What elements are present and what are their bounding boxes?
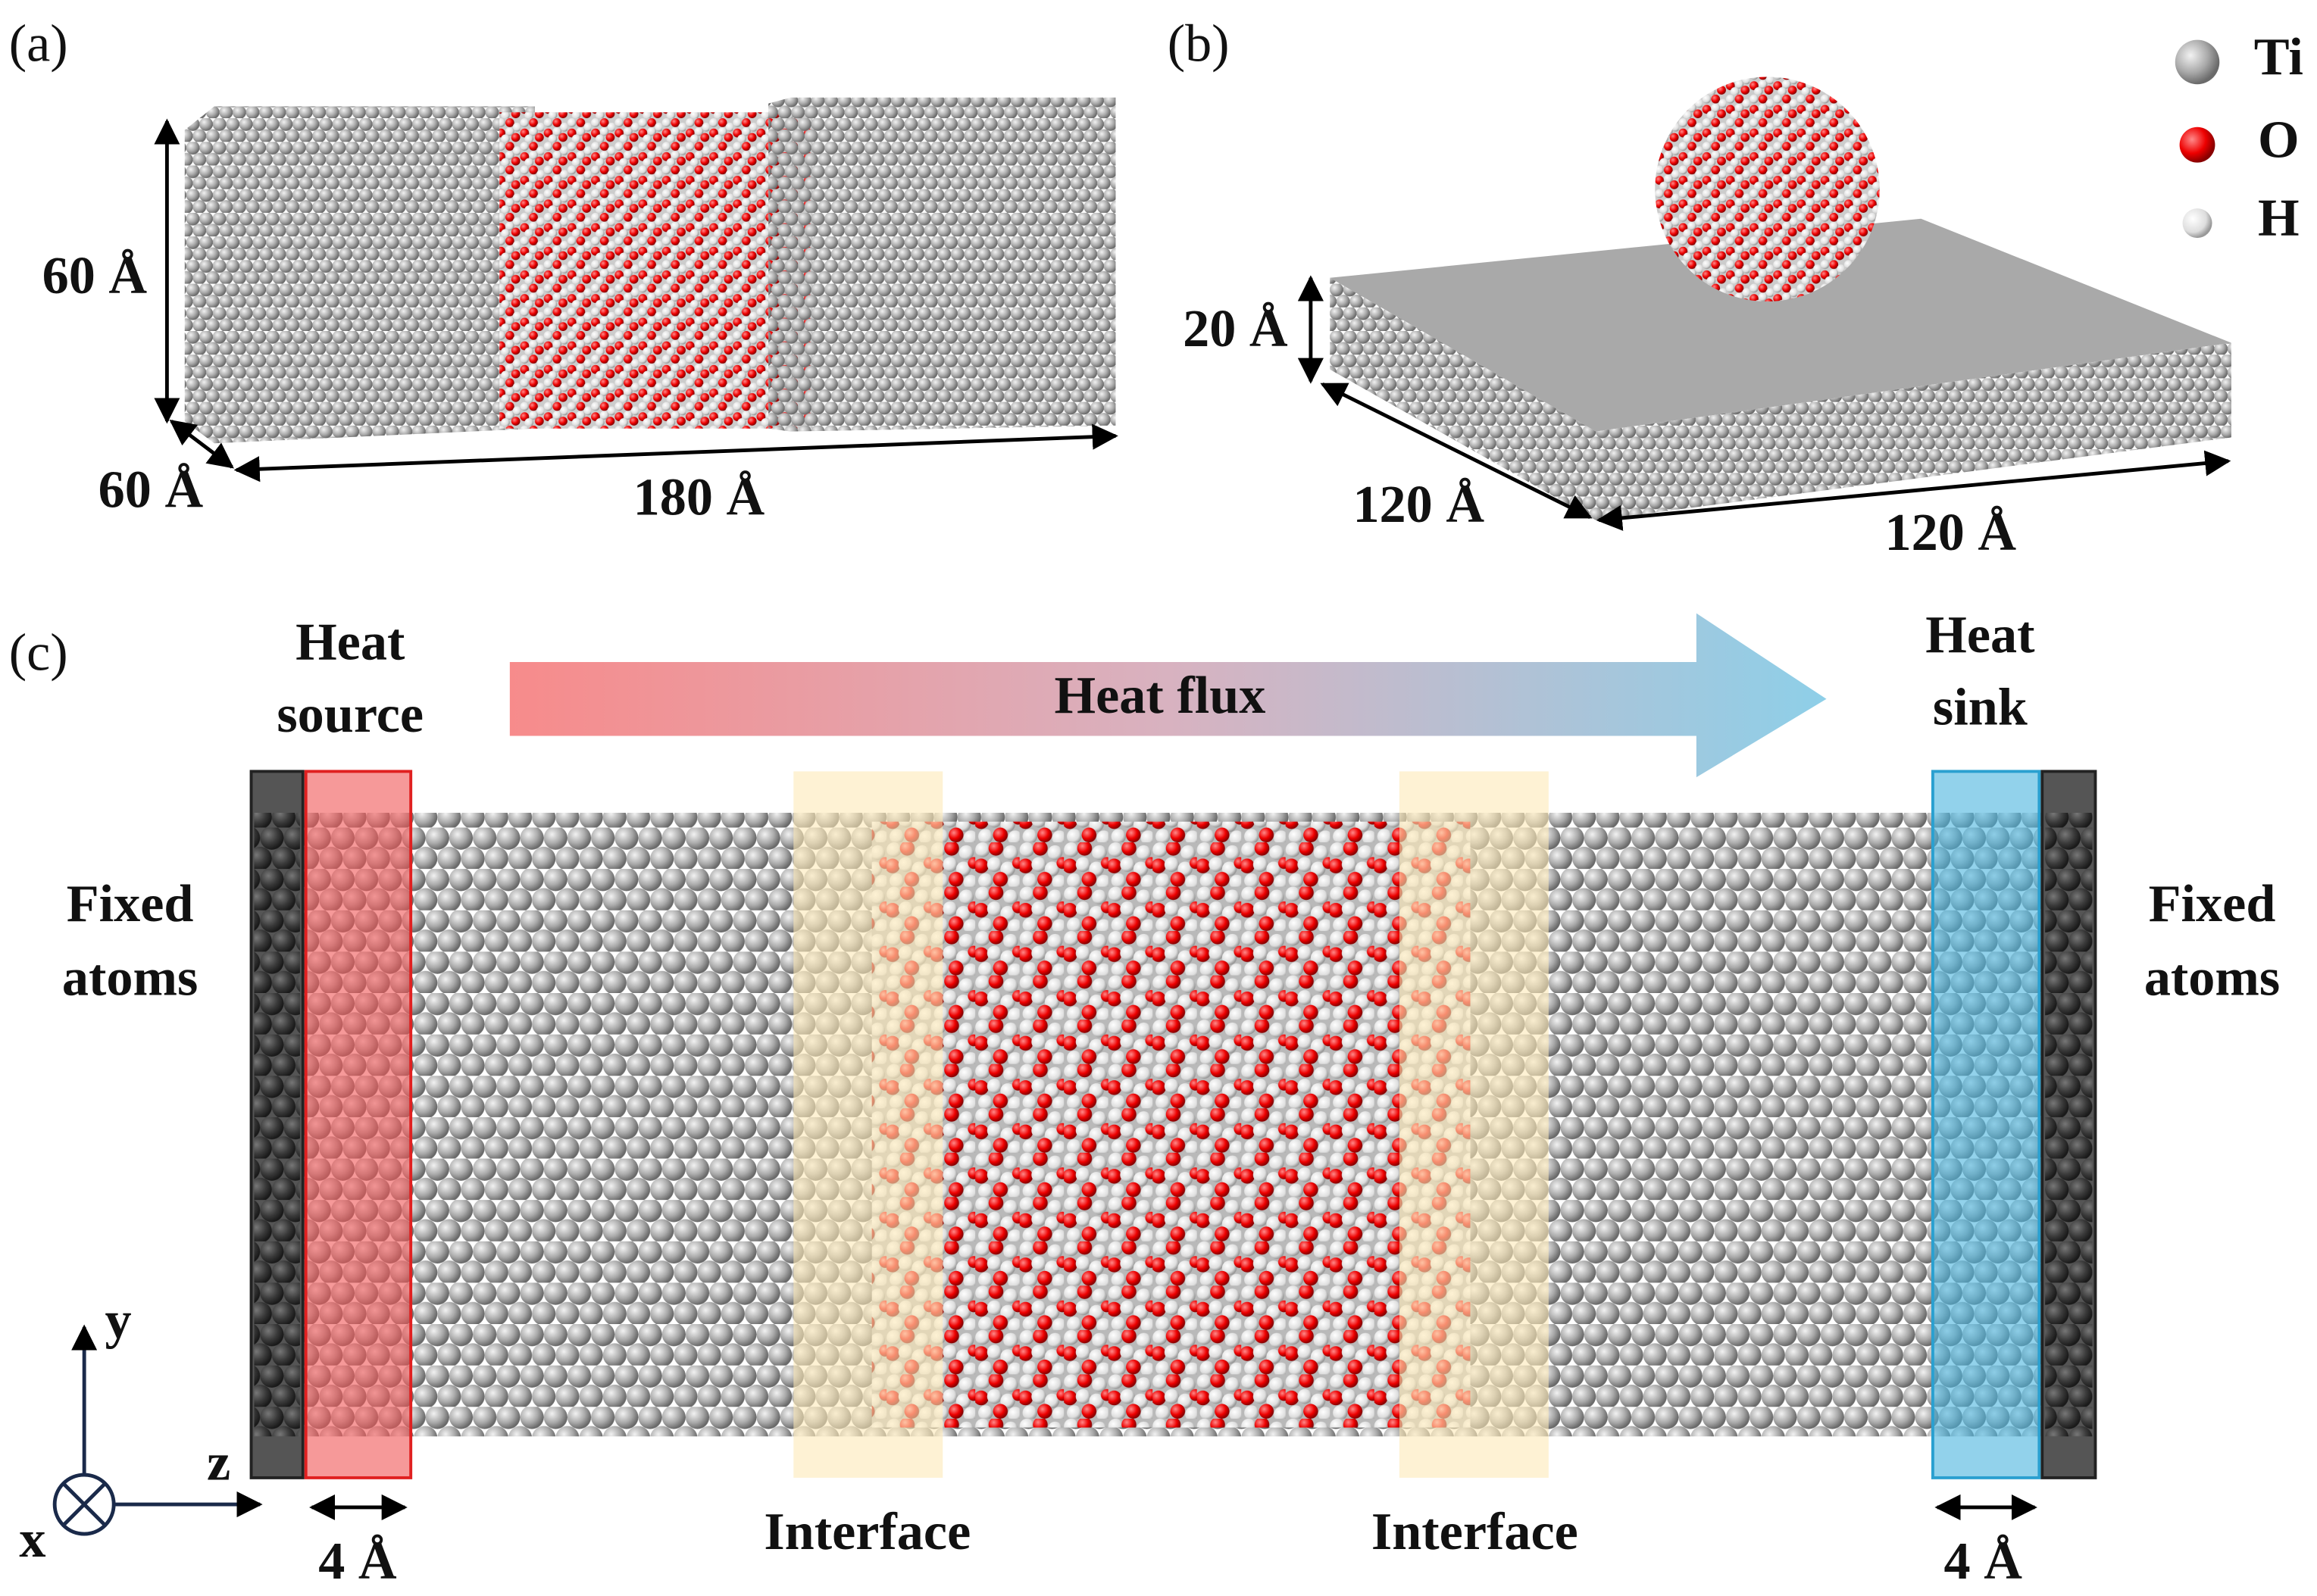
legend-label: O [2258, 110, 2300, 169]
heat-sink-region [1931, 770, 2041, 1479]
heat-sink-label: Heat [1925, 605, 2035, 664]
fixed-atoms [2045, 813, 2093, 1437]
legend-h [2182, 208, 2212, 239]
legend-ti [2175, 39, 2220, 85]
heat-flux-label: Heat flux [1055, 666, 1266, 725]
fixed-atoms-label: atoms [2144, 948, 2280, 1007]
interface-region [793, 771, 943, 1478]
box-a [184, 97, 1116, 444]
heat-sink-label: sink [1933, 677, 2028, 736]
axis-label: y [105, 1291, 131, 1350]
dimension-label: 120 Å [1885, 503, 2017, 562]
axis-label: z [207, 1432, 230, 1491]
interface-region [1399, 771, 1549, 1478]
panel-label: (c) [9, 623, 68, 682]
heat-source-label: Heat [295, 613, 405, 672]
dimension-label: 180 Å [633, 467, 765, 526]
water-region [499, 112, 813, 429]
fixed-atoms-label: Fixed [2149, 874, 2276, 933]
heat-flux-arrow [509, 613, 1827, 778]
fixed-atoms-label: atoms [62, 948, 198, 1007]
dimension-label: 60 Å [42, 246, 148, 305]
heat-source-label: source [277, 685, 424, 744]
dimension-arrow [1596, 450, 2231, 531]
legend-o [2179, 126, 2215, 163]
panel-label: (b) [1168, 14, 1230, 73]
x-axis-cross [62, 1482, 107, 1527]
interface-label: Interface [764, 1502, 971, 1561]
heat-source-region [304, 770, 413, 1479]
interface-label: Interface [1371, 1502, 1578, 1561]
dimension-arrow [1320, 383, 1593, 520]
legend-label: Ti [2254, 27, 2303, 86]
dimension-arrow [169, 419, 234, 469]
panel-label: (a) [9, 14, 68, 73]
dimension-label: 120 Å [1352, 475, 1484, 534]
axis-label: x [19, 1510, 45, 1569]
ti-block [184, 106, 535, 444]
width-label: 4 Å [318, 1532, 397, 1591]
fixed-atoms [254, 813, 300, 1437]
water-droplet [1655, 77, 1880, 301]
width-label: 4 Å [1944, 1532, 2023, 1591]
axes: y z x [19, 1291, 263, 1569]
ti-block [768, 97, 1116, 432]
legend-label: H [2258, 189, 2300, 248]
slab-top [1330, 218, 2231, 432]
water-region [871, 821, 1471, 1428]
dimension-label: 60 Å [98, 461, 204, 520]
dimension-label: 20 Å [1183, 299, 1288, 358]
dimension-arrow [233, 423, 1118, 483]
fixed-atoms-label: Fixed [67, 874, 194, 933]
